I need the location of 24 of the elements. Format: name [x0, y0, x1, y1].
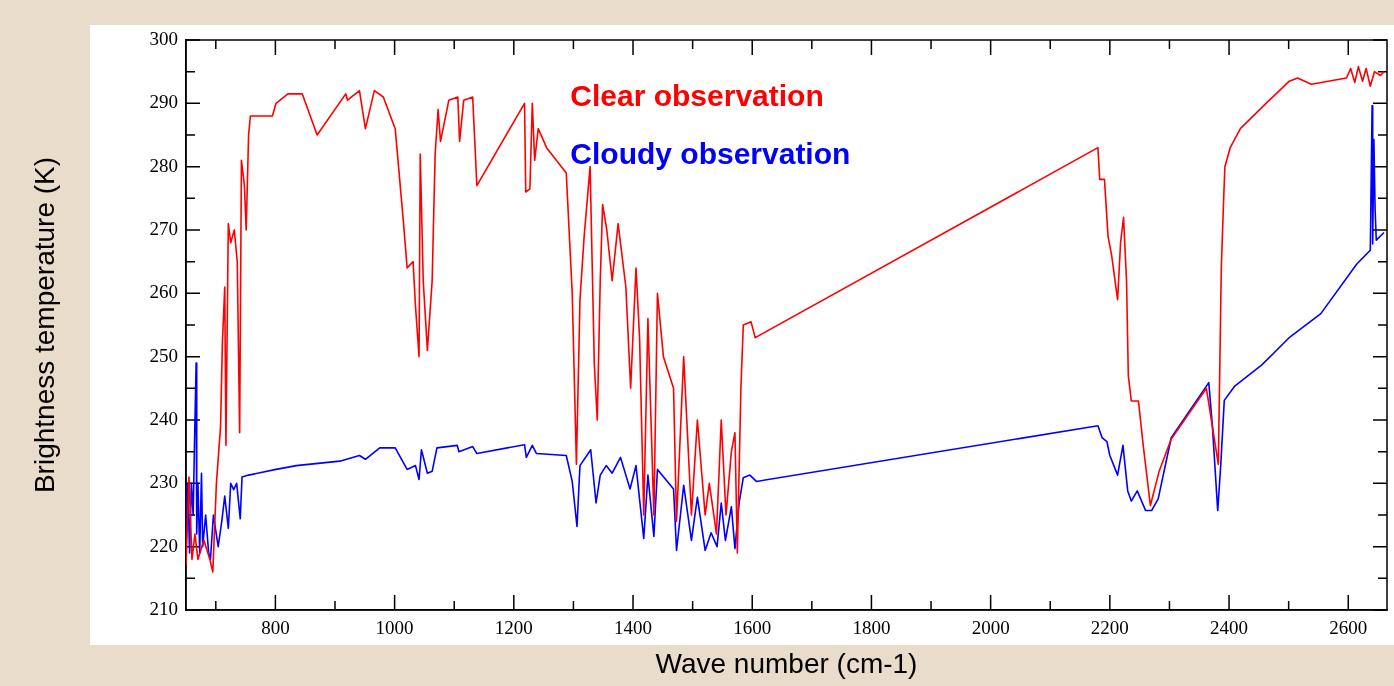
- x-tick-label: 2000: [971, 617, 1010, 639]
- y-tick-label: 270: [149, 217, 178, 239]
- y-tick-label: 240: [149, 407, 178, 429]
- text: Cloudy observation: [570, 137, 851, 171]
- y-tick-label: 260: [149, 281, 178, 303]
- x-tick-label: 2400: [1210, 617, 1249, 639]
- x-tick-label: 2200: [1090, 617, 1129, 639]
- y-tick-label: 250: [149, 344, 178, 366]
- series-label: Clear observation: [570, 79, 824, 113]
- y-tick-label: 230: [149, 471, 178, 493]
- x-tick-label: 800: [261, 617, 290, 639]
- y-axis-title: Brightness temperature (K): [28, 156, 60, 494]
- y-tick-label: 210: [149, 597, 178, 619]
- x-tick-label: 1600: [733, 617, 772, 639]
- y-tick-label: 220: [149, 534, 178, 556]
- x-tick-label: 1200: [494, 617, 533, 639]
- x-axis-title: Wave number (cm-1): [655, 647, 918, 679]
- x-tick-label: 1400: [614, 617, 653, 639]
- x-tick-label: 1000: [375, 617, 414, 639]
- y-tick-label: 300: [149, 27, 178, 49]
- y-tick-label: 280: [149, 154, 178, 176]
- x-tick-label: 2600: [1329, 617, 1368, 639]
- y-tick-label: 290: [149, 91, 178, 113]
- x-tick-label: 1800: [852, 617, 891, 639]
